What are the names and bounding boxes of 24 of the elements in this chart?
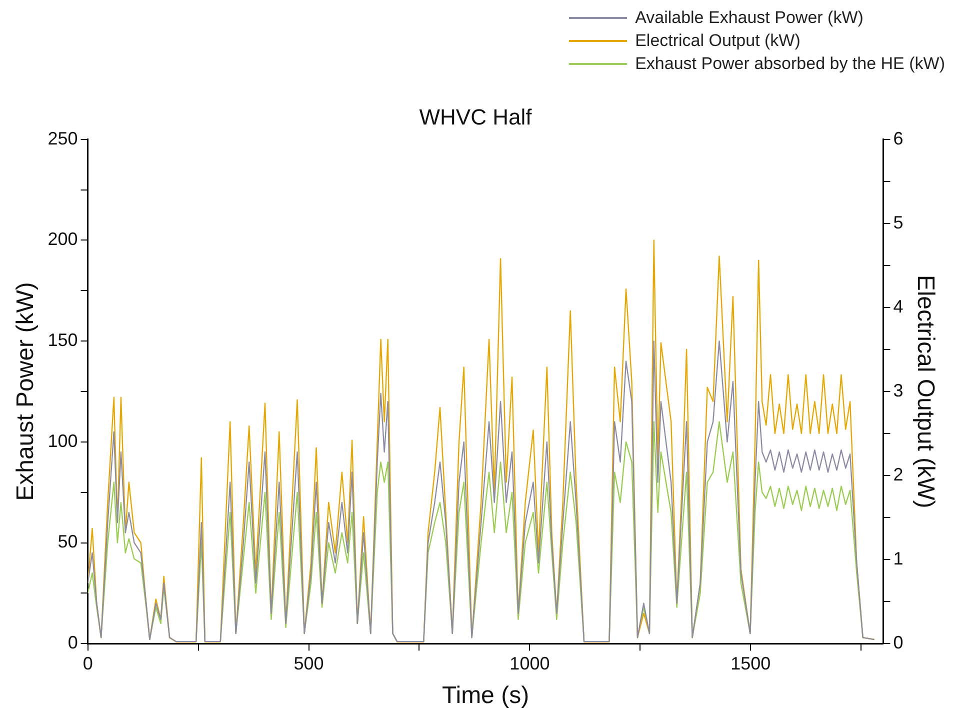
legend-label: Available Exhaust Power (kW) (635, 8, 864, 28)
y-tick-label: 0 (68, 632, 78, 653)
y-axis-title: Exhaust Power (kW) (12, 282, 40, 501)
x-tick-label: 1500 (730, 653, 771, 674)
legend-label: Exhaust Power absorbed by the HE (kW) (635, 54, 945, 74)
y2-tick-label: 0 (893, 632, 904, 653)
y2-tick-label: 6 (893, 128, 904, 148)
y2-axis-title: Electrical Output (kW) (912, 274, 939, 508)
y2-tick-label: 2 (893, 464, 904, 484)
x-tick-label: 1000 (510, 653, 550, 674)
y-tick-label: 50 (58, 532, 78, 552)
x-axis-title: Time (s) (442, 682, 530, 710)
x-tick-label: 500 (294, 653, 324, 674)
legend-label: Electrical Output (kW) (635, 30, 800, 50)
y-tick-label: 100 (48, 430, 78, 451)
y2-tick-label: 4 (893, 296, 904, 316)
y2-tick-label: 1 (893, 548, 904, 569)
y-tick-label: 250 (48, 128, 78, 148)
y2-tick-label: 3 (893, 380, 904, 400)
y-tick-label: 150 (48, 330, 78, 350)
chart-title: WHVC Half (419, 104, 533, 130)
y-tick-label: 200 (48, 229, 78, 250)
x-tick-label: 0 (82, 653, 93, 674)
y2-tick-label: 5 (893, 212, 904, 232)
